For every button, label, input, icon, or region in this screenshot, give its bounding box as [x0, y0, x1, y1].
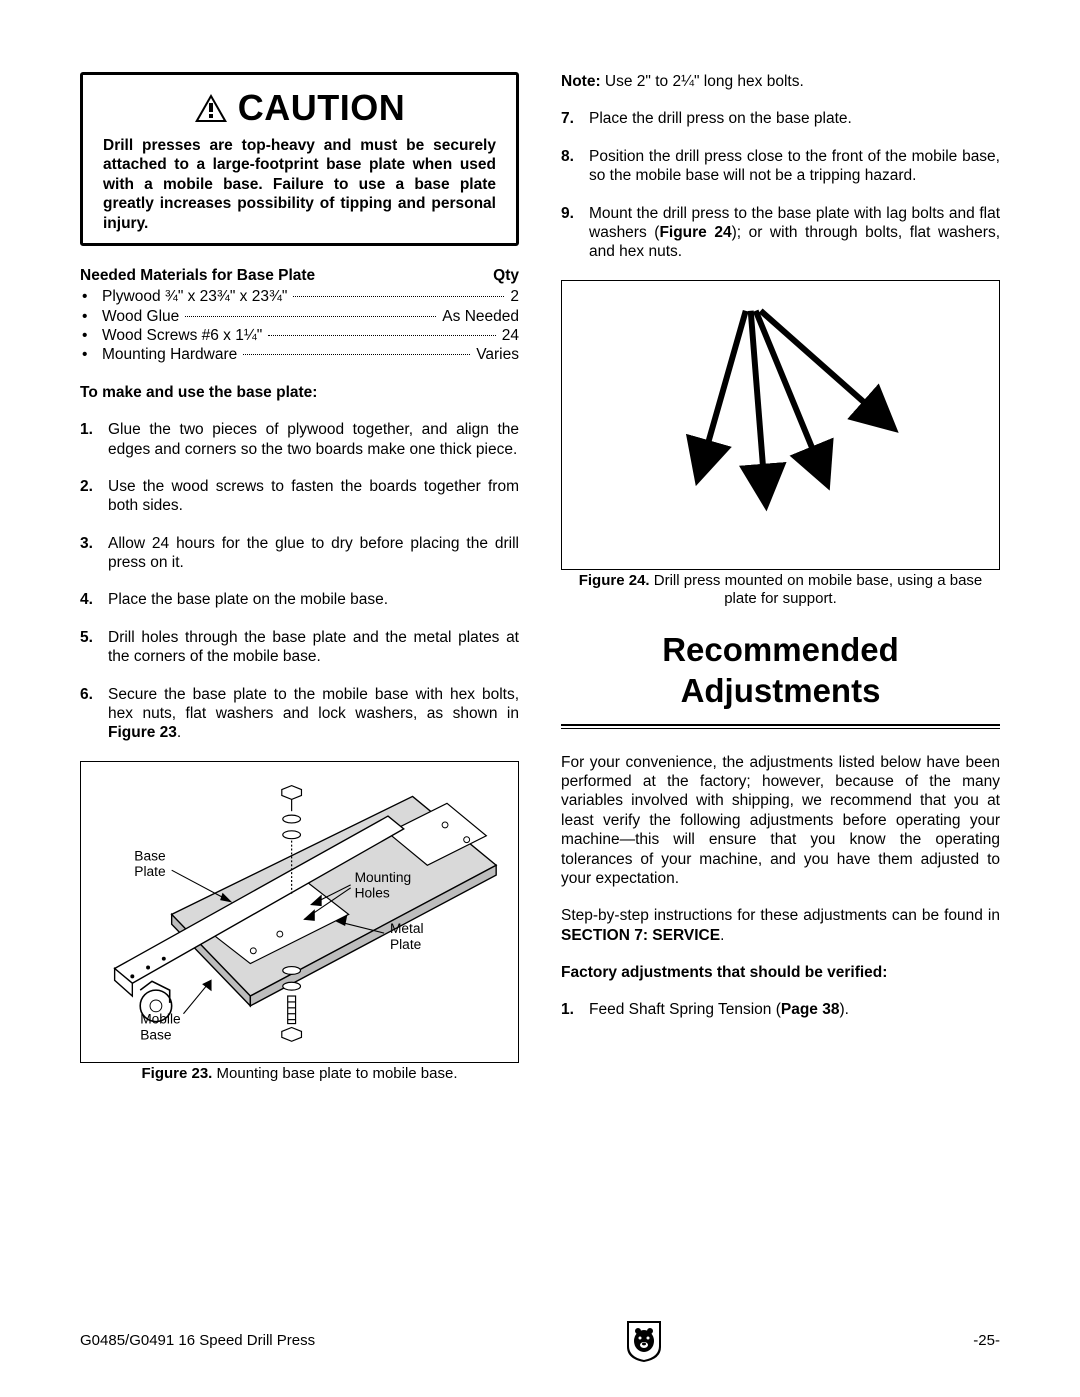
figure-23-box: Base Plate Mounting Holes Metal Plate Mo…: [80, 761, 519, 1063]
factory-item-1: 1. Feed Shaft Spring Tension (Page 38).: [561, 1000, 1000, 1019]
step-9: 9.Mount the drill press to the base plat…: [561, 204, 1000, 262]
fig23-label-mounting-holes: Mounting: [355, 870, 412, 885]
steps-right: 7.Place the drill press on the base plat…: [561, 109, 1000, 261]
steps-left: 1.Glue the two pieces of plywood togethe…: [80, 420, 519, 743]
figure-23-diagram: Base Plate Mounting Holes Metal Plate Mo…: [81, 762, 518, 1057]
svg-text:Base: Base: [140, 1027, 172, 1042]
material-item: Wood GlueAs Needed: [80, 307, 519, 326]
figure-23-caption: Figure 23. Mounting base plate to mobile…: [80, 1065, 519, 1084]
page-footer: G0485/G0491 16 Speed Drill Press -25-: [80, 1319, 1000, 1363]
svg-text:Plate: Plate: [134, 864, 166, 879]
note-line: Note: Use 2" to 2¼" long hex bolts.: [561, 72, 1000, 91]
make-use-header: To make and use the base plate:: [80, 383, 519, 402]
step-8: 8.Position the drill press close to the …: [561, 147, 1000, 186]
figure-24-box: [561, 280, 1000, 570]
step-7: 7.Place the drill press on the base plat…: [561, 109, 1000, 128]
svg-text:Plate: Plate: [390, 936, 422, 951]
caution-title: CAUTION: [238, 85, 406, 130]
section-heading: Recommended Adjustments: [561, 629, 1000, 712]
materials-title: Needed Materials for Base Plate: [80, 266, 315, 285]
materials-qty-header: Qty: [493, 266, 519, 285]
caution-header: CAUTION: [103, 85, 496, 130]
caution-body: Drill presses are top-heavy and must be …: [103, 136, 496, 233]
section-rule: [561, 724, 1000, 729]
fig23-label-base-plate: Base: [134, 848, 166, 863]
factory-list: 1. Feed Shaft Spring Tension (Page 38).: [561, 1000, 1000, 1019]
warning-icon: [194, 93, 228, 123]
material-item: Mounting HardwareVaries: [80, 345, 519, 364]
materials-header: Needed Materials for Base Plate Qty: [80, 266, 519, 285]
materials-list: Plywood ¾" x 23¾" x 23¾"2 Wood GlueAs Ne…: [80, 287, 519, 365]
footer-left: G0485/G0491 16 Speed Drill Press: [80, 1332, 315, 1351]
step-3: 3.Allow 24 hours for the glue to dry bef…: [80, 534, 519, 573]
step-5: 5.Drill holes through the base plate and…: [80, 628, 519, 667]
figure-24-caption: Figure 24. Drill press mounted on mobile…: [561, 572, 1000, 610]
figure-24-diagram: [562, 281, 999, 569]
fig23-label-metal-plate: Metal: [390, 921, 424, 936]
factory-header: Factory adjustments that should be verif…: [561, 963, 1000, 982]
footer-right: -25-: [973, 1332, 1000, 1351]
step-6: 6.Secure the base plate to the mobile ba…: [80, 685, 519, 743]
step-2: 2.Use the wood screws to fasten the boar…: [80, 477, 519, 516]
adjustments-para-1: For your convenience, the adjustments li…: [561, 753, 1000, 889]
svg-text:Holes: Holes: [355, 885, 390, 900]
material-item: Wood Screws #6 x 1¼"24: [80, 326, 519, 345]
step-1: 1.Glue the two pieces of plywood togethe…: [80, 420, 519, 459]
left-column: CAUTION Drill presses are top-heavy and …: [80, 72, 519, 1096]
right-column: Note: Use 2" to 2¼" long hex bolts. 7.Pl…: [561, 72, 1000, 1096]
step-4: 4.Place the base plate on the mobile bas…: [80, 590, 519, 609]
bear-logo-icon: [625, 1319, 663, 1363]
fig23-label-mobile-base: Mobile: [140, 1011, 181, 1026]
caution-box: CAUTION Drill presses are top-heavy and …: [80, 72, 519, 246]
adjustments-para-2: Step-by-step instructions for these adju…: [561, 906, 1000, 945]
material-item: Plywood ¾" x 23¾" x 23¾"2: [80, 287, 519, 306]
